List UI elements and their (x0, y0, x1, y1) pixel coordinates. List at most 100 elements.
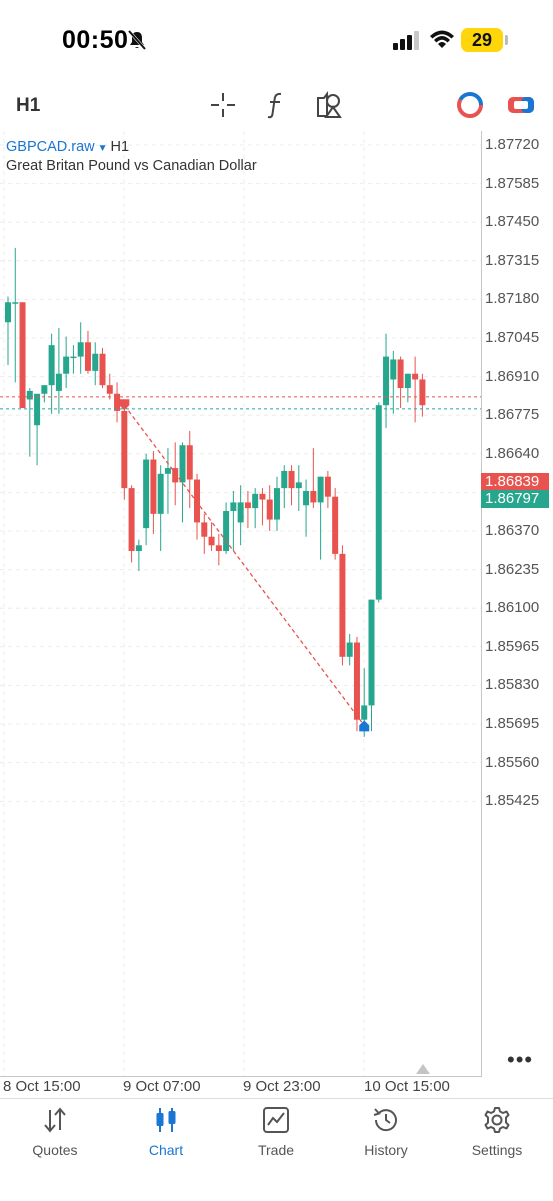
settings-icon (484, 1107, 510, 1133)
time-label: 9 Oct 07:00 (123, 1078, 201, 1095)
candle-body (244, 502, 251, 509)
candle-body (237, 502, 244, 523)
candle-body (288, 470, 295, 489)
tab-history[interactable]: History (336, 1105, 436, 1158)
tab-trade[interactable]: Trade (226, 1105, 326, 1158)
candle-body (397, 359, 404, 389)
symbol-dropdown-icon: ▼ (97, 143, 108, 154)
price-label: 1.85695 (485, 715, 540, 732)
scroll-marker-icon[interactable] (416, 1064, 430, 1074)
candle-body (368, 599, 375, 706)
tab-label: Quotes (32, 1142, 78, 1158)
price-label: 1.85965 (485, 637, 540, 655)
candle-body (339, 553, 346, 657)
price-label: 1.86910 (485, 367, 540, 385)
tab-settings[interactable]: Settings (447, 1105, 547, 1158)
price-label: 1.87720 (485, 136, 540, 153)
candle-body (114, 393, 121, 411)
price-axis-border (481, 131, 482, 1076)
candle-body (186, 445, 193, 480)
candle-body (70, 356, 77, 359)
candle-body (404, 373, 411, 389)
bid-price-tag: 1.86839 (481, 473, 549, 491)
trade-line (123, 404, 365, 726)
history-icon (373, 1108, 397, 1132)
candle-body (99, 353, 106, 386)
time-label: 8 Oct 15:00 (3, 1078, 81, 1095)
tab-chart[interactable]: Chart (116, 1105, 216, 1158)
price-label: 1.87585 (485, 174, 540, 192)
candle-body (92, 353, 99, 371)
chart-symbol[interactable]: GBPCAD.raw ▼ H1 (6, 139, 129, 155)
candle-body (252, 493, 259, 509)
candle-body (106, 385, 113, 394)
cellular-signal-icon (393, 31, 419, 50)
candle-body (317, 476, 324, 503)
candle-body (128, 488, 135, 552)
battery-tip (505, 35, 508, 45)
one-click-trading-icon[interactable] (455, 90, 485, 120)
candle-body (77, 342, 84, 357)
tab-quotes[interactable]: Quotes (5, 1105, 105, 1158)
candle-body (150, 459, 157, 514)
tab-label: Trade (257, 1142, 295, 1158)
wifi-icon (430, 30, 454, 48)
price-chart[interactable] (0, 131, 482, 1076)
status-bar: 00:50 29 (0, 0, 553, 80)
tab-label: Settings (471, 1142, 523, 1158)
candle-body (346, 642, 353, 657)
price-label: 1.87315 (485, 251, 540, 269)
trade-panel-icon[interactable] (506, 90, 536, 120)
trade-icon (263, 1107, 289, 1133)
candle-body (194, 479, 201, 523)
candle-body (353, 642, 360, 720)
timeframe-selector[interactable]: H1 (16, 95, 41, 116)
battery-indicator: 29 (461, 28, 503, 52)
time-label: 9 Oct 23:00 (243, 1078, 321, 1095)
candle-body (157, 473, 164, 514)
quotes-icon (44, 1107, 66, 1133)
candle-body (295, 482, 302, 489)
candle-body (34, 393, 41, 426)
price-label: 1.85425 (485, 792, 540, 810)
price-label: 1.86370 (485, 522, 540, 539)
price-label: 1.86640 (485, 444, 540, 462)
candle-body (259, 493, 266, 500)
candle-body (164, 468, 171, 474)
tab-label: Chart (148, 1142, 184, 1158)
crosshair-icon[interactable] (208, 90, 238, 120)
status-time: 00:50 (62, 26, 129, 54)
price-label: 1.86100 (485, 599, 540, 617)
candle-body (273, 488, 280, 520)
candle-body (266, 499, 273, 520)
symbol-name: GBPCAD.raw (6, 139, 95, 155)
candle-body (143, 459, 150, 529)
candle-body (172, 468, 179, 483)
candle-body (223, 510, 230, 552)
price-label: 1.86775 (485, 406, 540, 424)
candle-body (201, 522, 208, 537)
candle-body (361, 705, 368, 720)
more-icon[interactable]: ••• (507, 1047, 534, 1072)
bottom-tab-bar (0, 1098, 553, 1201)
candle-body (375, 405, 382, 600)
indicators-icon[interactable] (261, 90, 291, 120)
candle-body (324, 476, 331, 497)
price-label: 1.85830 (485, 676, 540, 694)
candle-body (84, 342, 91, 371)
candle-body (26, 390, 33, 400)
price-label: 1.87450 (485, 213, 540, 231)
candle-body (63, 356, 70, 374)
time-axis-border (0, 1076, 482, 1077)
candle-body (281, 470, 288, 489)
candle-body (419, 379, 426, 406)
price-label: 1.87045 (485, 329, 540, 346)
candle-body (390, 359, 397, 380)
objects-icon[interactable] (314, 90, 344, 120)
candle-body (412, 373, 419, 380)
tab-label: History (364, 1142, 408, 1158)
candle-body (383, 356, 390, 406)
price-label: 1.86235 (485, 560, 540, 578)
symbol-timeframe: H1 (110, 139, 130, 155)
candle-body (41, 385, 48, 394)
